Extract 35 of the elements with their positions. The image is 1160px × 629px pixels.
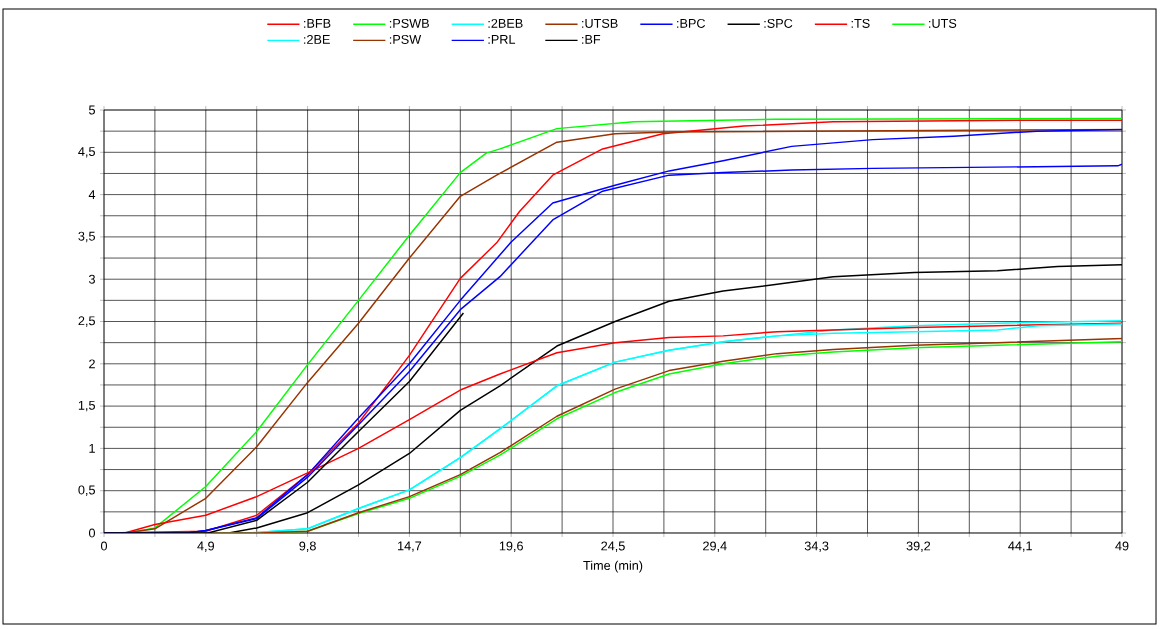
x-tick-label: 19,6 <box>499 541 523 552</box>
legend-label: :2BEB <box>488 18 523 28</box>
y-tick-label: 2 <box>89 359 95 369</box>
x-tick-label: 0 <box>100 541 108 551</box>
legend-label: :BFB <box>304 18 331 28</box>
y-tick-label: 3 <box>88 274 95 284</box>
y-tick-label: 4,5 <box>78 147 95 158</box>
legend-label: :BPC <box>677 18 706 28</box>
y-tick-label: 1 <box>89 444 95 453</box>
legend-label: :UTS <box>929 18 957 28</box>
legend-label: :2BE <box>304 34 330 44</box>
y-tick-label: 4 <box>88 190 96 199</box>
x-tick-label: 49 <box>1115 541 1129 551</box>
x-tick-label: 29,4 <box>703 541 727 552</box>
legend-label: :BF <box>582 35 601 44</box>
x-tick-label: 34,3 <box>804 541 829 552</box>
x-tick-label: 4,9 <box>197 541 214 552</box>
y-tick-label: 3,5 <box>78 231 95 243</box>
legend-label: :UTSB <box>582 18 618 28</box>
legend-label: :PRL <box>488 35 516 44</box>
y-tick-label: 0,5 <box>78 485 95 496</box>
x-tick-label: 39,2 <box>906 541 931 552</box>
legend-label: :SPC <box>764 18 793 28</box>
legend-label: :TS <box>851 18 870 28</box>
x-axis-title: Time (min) <box>583 560 643 573</box>
legend-label: :PSWB <box>389 18 429 28</box>
x-tick-label: 9,8 <box>299 541 316 552</box>
x-tick-label: 14,7 <box>398 541 422 552</box>
x-tick-label: 44,1 <box>1008 541 1032 552</box>
y-tick-label: 2,5 <box>78 316 95 327</box>
y-tick-label: 1,5 <box>78 400 95 412</box>
legend-label: :PSW <box>389 34 422 44</box>
x-tick-label: 24,5 <box>601 541 625 552</box>
y-tick-label: 5 <box>88 105 95 115</box>
y-tick-label: 0 <box>88 528 96 538</box>
